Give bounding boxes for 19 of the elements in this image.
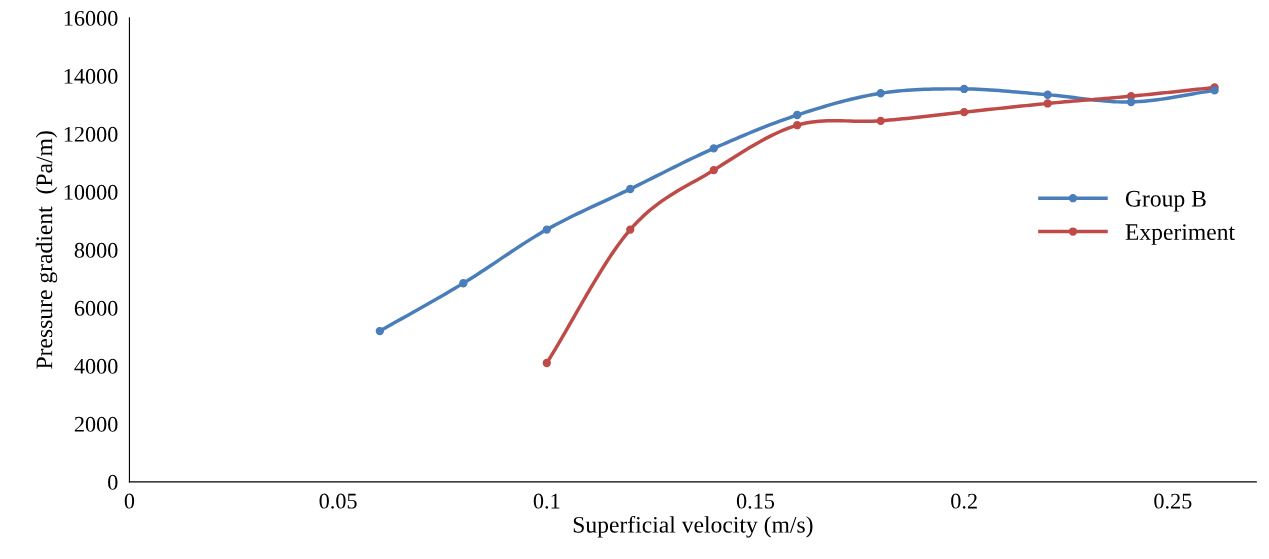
x-tick-label: 0.2 xyxy=(951,493,977,509)
y-tick-label: 14000 xyxy=(64,68,118,84)
y-axis-title: Pressure gradient (Pa/m) xyxy=(35,131,58,369)
y-tick-label: 12000 xyxy=(64,126,118,142)
y-tick-label: 8000 xyxy=(74,242,118,258)
x-tick-label: 0.15 xyxy=(736,493,775,509)
y-tick-label: 0 xyxy=(108,474,118,490)
y-tick-label: 16000 xyxy=(64,10,118,26)
legend-label: Experiment xyxy=(1125,224,1235,245)
y-tick-label: 2000 xyxy=(74,416,118,432)
x-tick-label: 0 xyxy=(124,493,135,509)
y-tick-label: 4000 xyxy=(74,358,118,374)
x-tick-label: 0.05 xyxy=(319,493,357,509)
legend-label: Group B xyxy=(1125,190,1206,212)
y-tick-label: 6000 xyxy=(74,300,118,316)
x-tick-label: 0.1 xyxy=(533,493,560,509)
x-axis-title: Superficial velocity (m/s) xyxy=(573,515,813,538)
x-tick-label: 0.25 xyxy=(1154,493,1192,509)
y-tick-label: 10000 xyxy=(64,184,118,200)
